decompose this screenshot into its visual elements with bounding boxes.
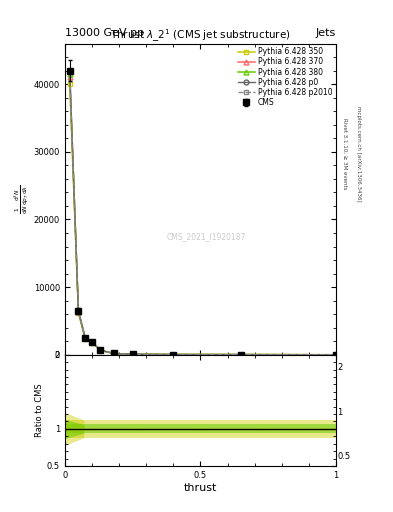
- Pythia 6.428 p2010: [130, 351, 135, 357]
- Title: Thrust $\lambda\_2^1$ (CMS jet substructure): Thrust $\lambda\_2^1$ (CMS jet substruct…: [110, 27, 291, 44]
- Pythia 6.428 p0: [130, 351, 135, 357]
- Pythia 6.428 p0: [83, 335, 88, 341]
- Legend: Pythia 6.428 350, Pythia 6.428 370, Pythia 6.428 380, Pythia 6.428 p0, Pythia 6.: Pythia 6.428 350, Pythia 6.428 370, Pyth…: [236, 46, 334, 109]
- X-axis label: thrust: thrust: [184, 482, 217, 493]
- Line: Pythia 6.428 380: Pythia 6.428 380: [67, 72, 338, 357]
- Pythia 6.428 p2010: [111, 350, 116, 356]
- Pythia 6.428 350: [90, 339, 94, 346]
- Text: mcplots.cern.ch [arXiv:1306.3436]: mcplots.cern.ch [arXiv:1306.3436]: [356, 106, 361, 201]
- Y-axis label: Ratio to CMS: Ratio to CMS: [35, 383, 44, 437]
- Pythia 6.428 350: [130, 351, 135, 357]
- Line: Pythia 6.428 p0: Pythia 6.428 p0: [67, 68, 338, 357]
- Text: 1: 1: [337, 408, 342, 417]
- Pythia 6.428 370: [90, 339, 94, 345]
- Pythia 6.428 350: [239, 352, 243, 358]
- Pythia 6.428 380: [76, 308, 81, 314]
- Y-axis label: $\frac{1}{\mathrm{d}N} \frac{\mathrm{d}^2 N}{\mathrm{d}p_T\,\mathrm{d}\lambda}$: $\frac{1}{\mathrm{d}N} \frac{\mathrm{d}^…: [13, 184, 31, 214]
- Text: 0.5: 0.5: [337, 452, 350, 461]
- Pythia 6.428 p0: [111, 350, 116, 356]
- Pythia 6.428 p0: [90, 339, 94, 345]
- Line: Pythia 6.428 350: Pythia 6.428 350: [67, 82, 338, 357]
- Pythia 6.428 380: [171, 351, 176, 357]
- Pythia 6.428 380: [239, 352, 243, 358]
- Pythia 6.428 370: [67, 74, 72, 80]
- Pythia 6.428 p2010: [171, 351, 176, 357]
- Pythia 6.428 370: [171, 351, 176, 357]
- Pythia 6.428 380: [98, 347, 103, 353]
- Pythia 6.428 350: [334, 352, 338, 358]
- Pythia 6.428 350: [83, 335, 88, 342]
- Pythia 6.428 380: [90, 339, 94, 345]
- Pythia 6.428 370: [111, 350, 116, 356]
- Text: 13000 GeV pp: 13000 GeV pp: [65, 28, 144, 38]
- Pythia 6.428 p0: [98, 347, 103, 353]
- Pythia 6.428 370: [334, 352, 338, 358]
- Pythia 6.428 350: [67, 81, 72, 87]
- Pythia 6.428 370: [76, 309, 81, 315]
- Pythia 6.428 p2010: [76, 308, 81, 314]
- Pythia 6.428 p2010: [67, 68, 72, 74]
- Pythia 6.428 380: [334, 352, 338, 358]
- Pythia 6.428 p0: [76, 308, 81, 314]
- Pythia 6.428 370: [83, 335, 88, 342]
- Pythia 6.428 p2010: [90, 339, 94, 345]
- Pythia 6.428 350: [98, 347, 103, 353]
- Text: Jets: Jets: [316, 28, 336, 38]
- Pythia 6.428 350: [76, 310, 81, 316]
- Pythia 6.428 350: [111, 350, 116, 356]
- Line: Pythia 6.428 370: Pythia 6.428 370: [67, 75, 338, 357]
- Pythia 6.428 370: [98, 347, 103, 353]
- Pythia 6.428 p2010: [83, 335, 88, 341]
- Pythia 6.428 380: [83, 335, 88, 341]
- Pythia 6.428 p2010: [98, 347, 103, 353]
- Pythia 6.428 380: [67, 71, 72, 77]
- Pythia 6.428 p0: [334, 352, 338, 358]
- Text: 2: 2: [337, 363, 342, 372]
- Pythia 6.428 380: [130, 351, 135, 357]
- Pythia 6.428 370: [239, 352, 243, 358]
- Line: Pythia 6.428 p2010: Pythia 6.428 p2010: [67, 68, 338, 357]
- Pythia 6.428 p2010: [239, 352, 243, 358]
- Pythia 6.428 350: [171, 351, 176, 357]
- Pythia 6.428 370: [130, 351, 135, 357]
- Pythia 6.428 p0: [171, 351, 176, 357]
- Pythia 6.428 p0: [239, 352, 243, 358]
- Text: CMS_2021_I1920187: CMS_2021_I1920187: [166, 232, 246, 241]
- Text: Rivet 3.1.10, ≥ 3M events: Rivet 3.1.10, ≥ 3M events: [343, 118, 348, 189]
- Pythia 6.428 p2010: [334, 352, 338, 358]
- Pythia 6.428 380: [111, 350, 116, 356]
- Pythia 6.428 p0: [67, 68, 72, 74]
